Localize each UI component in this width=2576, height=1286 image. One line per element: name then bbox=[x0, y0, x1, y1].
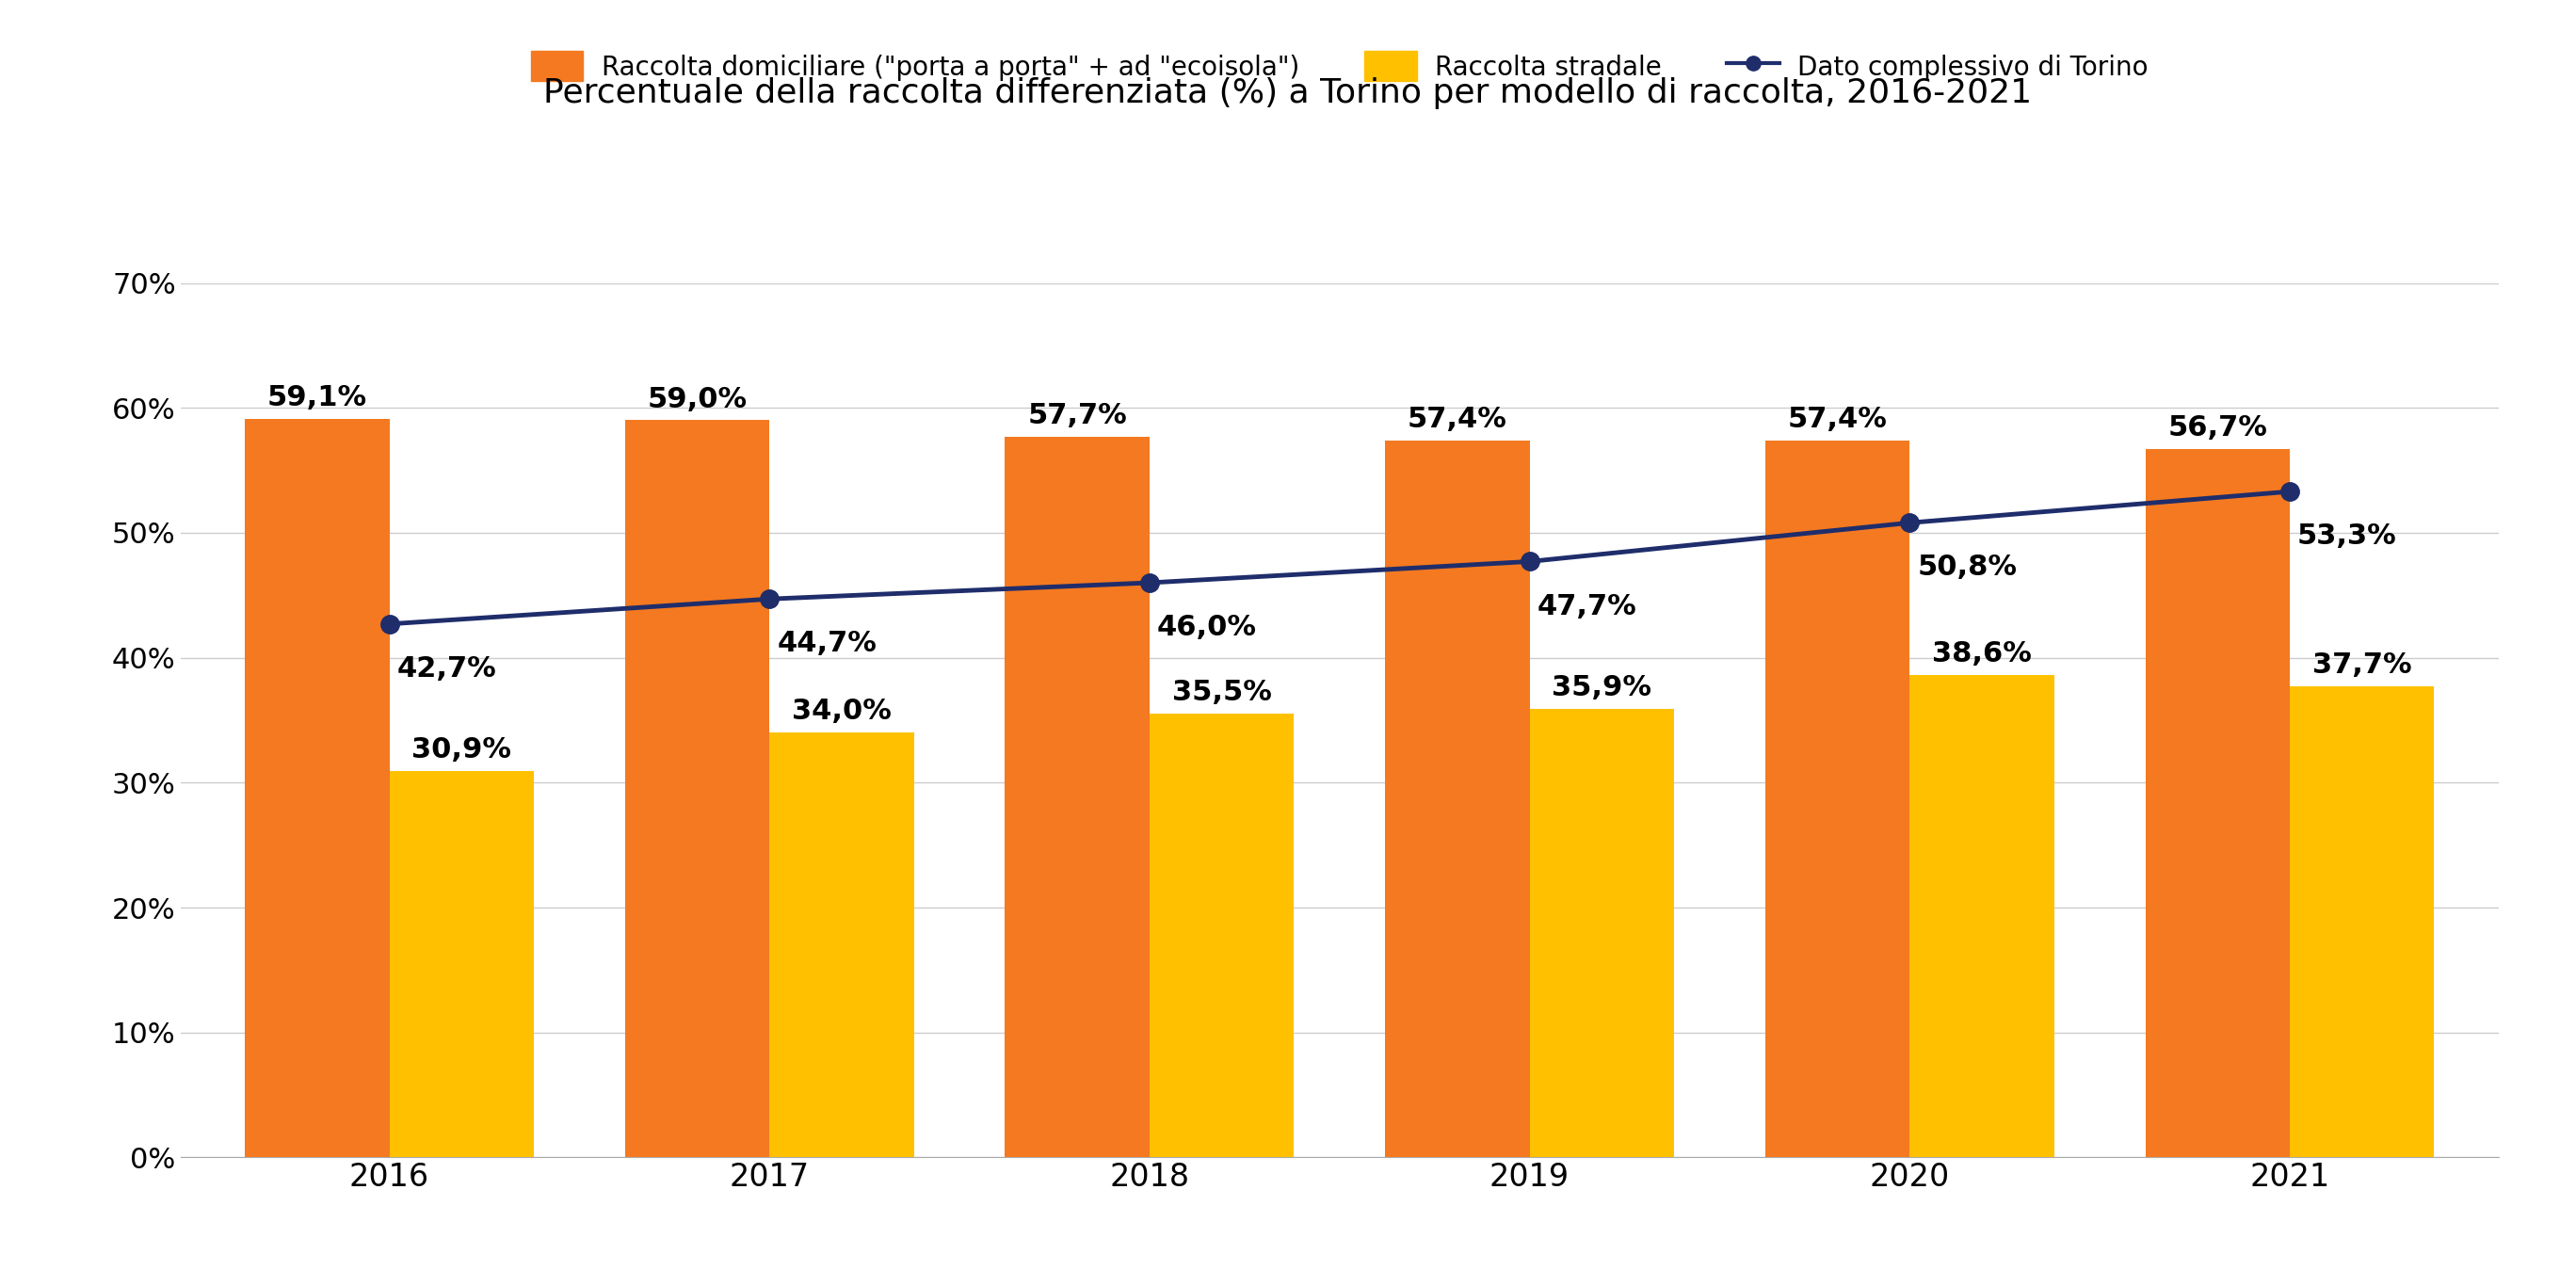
Text: 57,4%: 57,4% bbox=[1788, 405, 1888, 433]
Legend: Raccolta domiciliare ("porta a porta" + ad "ecoisola"), Raccolta stradale, Dato : Raccolta domiciliare ("porta a porta" + … bbox=[531, 51, 2148, 81]
Bar bbox=[1005, 436, 1149, 1157]
Bar bbox=[2290, 687, 2434, 1157]
Text: 38,6%: 38,6% bbox=[1932, 640, 2032, 667]
Text: 57,4%: 57,4% bbox=[1406, 405, 1507, 433]
Text: 59,1%: 59,1% bbox=[268, 385, 368, 412]
Text: 37,7%: 37,7% bbox=[2313, 652, 2411, 679]
Text: 53,3%: 53,3% bbox=[2298, 523, 2396, 550]
Bar bbox=[626, 421, 770, 1157]
Bar bbox=[389, 772, 533, 1157]
Bar bbox=[1909, 675, 2053, 1157]
Bar bbox=[770, 733, 914, 1157]
Text: 47,7%: 47,7% bbox=[1538, 593, 1636, 620]
Bar bbox=[1765, 440, 1909, 1157]
Bar bbox=[1530, 709, 1674, 1157]
Text: 30,9%: 30,9% bbox=[412, 737, 513, 764]
Text: 50,8%: 50,8% bbox=[1917, 554, 2017, 581]
Bar bbox=[1149, 714, 1293, 1157]
Text: 35,9%: 35,9% bbox=[1551, 674, 1651, 701]
Bar bbox=[2146, 449, 2290, 1157]
Text: 46,0%: 46,0% bbox=[1157, 613, 1257, 642]
Text: Percentuale della raccolta differenziata (%) a Torino per modello di raccolta, 2: Percentuale della raccolta differenziata… bbox=[544, 77, 2032, 109]
Text: 59,0%: 59,0% bbox=[647, 386, 747, 413]
Text: 34,0%: 34,0% bbox=[791, 698, 891, 725]
Text: 35,5%: 35,5% bbox=[1172, 679, 1273, 706]
Bar bbox=[1386, 440, 1530, 1157]
Text: 44,7%: 44,7% bbox=[778, 630, 876, 657]
Text: 57,7%: 57,7% bbox=[1028, 401, 1128, 430]
Bar bbox=[245, 419, 389, 1157]
Text: 56,7%: 56,7% bbox=[2166, 414, 2267, 441]
Text: 42,7%: 42,7% bbox=[397, 655, 497, 683]
